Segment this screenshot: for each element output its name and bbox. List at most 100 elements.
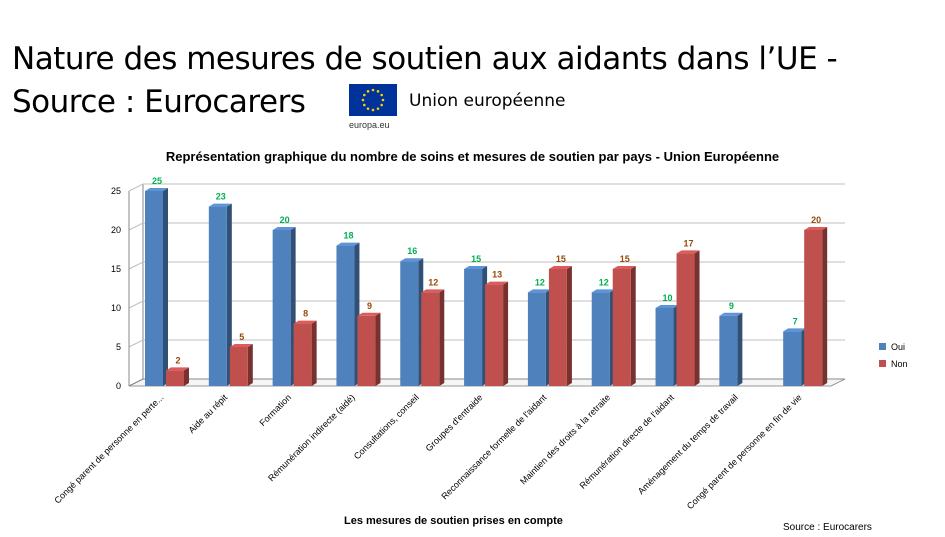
eu-flag-star [361, 98, 365, 102]
x-tick-label: Consultations, conseil [352, 392, 421, 461]
slide-title-line-1: Nature des mesures de soutien aux aidant… [12, 41, 838, 77]
bar-non-side [694, 250, 700, 386]
bar-oui [145, 191, 163, 386]
eu-flag-star [371, 88, 375, 92]
eu-flag-star [366, 107, 370, 110]
bar-non [166, 370, 184, 386]
bar-non [676, 253, 695, 386]
x-tick-label: Aide au répit [187, 392, 230, 435]
legend-label-oui: Oui [891, 341, 906, 352]
gridline [128, 183, 845, 192]
data-label-oui: 18 [343, 231, 353, 241]
x-tick-label: Groupes d'entraide [424, 392, 485, 453]
x-tick-label: Aménagement du temps de travail [636, 392, 740, 496]
data-label-oui: 15 [471, 254, 481, 264]
eu-flag-star [380, 103, 383, 107]
bar-oui [464, 269, 483, 386]
legend-item-oui: Oui [879, 338, 908, 355]
eu-flag-icon [349, 84, 397, 116]
data-label-oui: 12 [599, 277, 609, 287]
bar-non-top [293, 320, 317, 324]
chart-title: Représentation graphique du nombre de so… [165, 149, 780, 164]
data-label-oui: 16 [407, 246, 417, 256]
gridline [128, 222, 845, 231]
legend-swatch-oui [879, 343, 886, 350]
bar-non [421, 292, 440, 386]
eu-flag-star [363, 93, 366, 97]
data-label-non: 8 [303, 309, 308, 319]
eu-flag-star [381, 98, 385, 102]
bar-non-top [166, 367, 189, 371]
bar-non-side [822, 227, 828, 386]
eu-flag-star [376, 90, 380, 93]
bar-non [357, 315, 376, 386]
data-label-non: 13 [492, 270, 502, 280]
y-tick-label: 15 [111, 264, 121, 274]
data-label-non: 15 [620, 254, 630, 264]
data-label-oui: 10 [663, 293, 673, 303]
bar-oui-top [400, 258, 424, 262]
legend-item-non: Non [879, 355, 908, 372]
bar-oui-top [719, 312, 743, 316]
bar-non-side [184, 367, 189, 386]
data-label-non: 5 [239, 332, 244, 342]
eu-flag-star [366, 90, 370, 93]
y-tick-label: 10 [111, 303, 121, 313]
eu-flag-star [371, 108, 375, 112]
data-label-oui: 9 [729, 301, 734, 311]
bar-non [612, 269, 631, 386]
bar-oui-top [272, 227, 296, 230]
bar-non [804, 230, 823, 386]
data-label-oui: 7 [793, 316, 798, 326]
data-label-oui: 12 [535, 277, 545, 287]
x-axis-title: Les mesures de soutien prises en compte [344, 515, 563, 527]
bar-oui [719, 315, 738, 386]
slide-title-line-2: Source : Eurocarers [12, 84, 306, 120]
eu-flag-star [380, 93, 383, 97]
bar-oui-top [655, 305, 679, 308]
bar-oui [591, 292, 610, 386]
data-label-non: 9 [367, 301, 372, 311]
bar-oui [655, 308, 674, 386]
data-label-non: 15 [556, 254, 566, 264]
legend-label-non: Non [891, 358, 908, 369]
x-tick-label: Formation [257, 392, 293, 428]
data-label-non: 12 [428, 277, 438, 287]
data-label-non: 2 [175, 355, 180, 365]
bar-non-top [485, 281, 509, 285]
source-note: Source : Eurocarers [783, 522, 872, 533]
bar-oui-top [336, 242, 360, 246]
bar-non [229, 347, 248, 386]
eu-logo: Union européenne europa.eu [349, 84, 589, 134]
eu-flag-star [376, 107, 380, 110]
bar-oui-top [783, 328, 807, 332]
bar-non [485, 284, 504, 386]
bar-non-top [357, 312, 381, 316]
x-tick-label: Congé parent de personne en fin de vie [685, 392, 804, 511]
bar-non-side [630, 266, 636, 386]
bar-oui-top [591, 289, 615, 293]
bar-non-top [676, 250, 700, 254]
bar-oui [527, 292, 546, 386]
data-label-non: 17 [684, 238, 694, 248]
data-label-oui: 25 [152, 176, 162, 186]
bar-non-top [229, 344, 253, 347]
bar-oui-side [737, 312, 743, 386]
bar-oui-top [145, 188, 168, 191]
bar-non-top [612, 266, 636, 269]
y-tick-label: 20 [111, 225, 121, 235]
bar-non-top [548, 266, 572, 269]
bar-oui-top [464, 266, 488, 269]
bar-oui-top [208, 203, 232, 207]
bar-oui-side [163, 188, 168, 386]
eu-logo-caption: europa.eu [349, 120, 390, 130]
data-label-non: 20 [811, 215, 821, 225]
bar-non-side [503, 281, 509, 386]
eu-logo-name: Union européenne [409, 91, 566, 111]
bar-non-side [566, 266, 572, 386]
bar-non-side [439, 289, 445, 386]
bar-non [548, 269, 567, 386]
x-tick-label: Congé parent de personne en perte... [52, 392, 165, 505]
bar-oui-side [226, 203, 232, 386]
